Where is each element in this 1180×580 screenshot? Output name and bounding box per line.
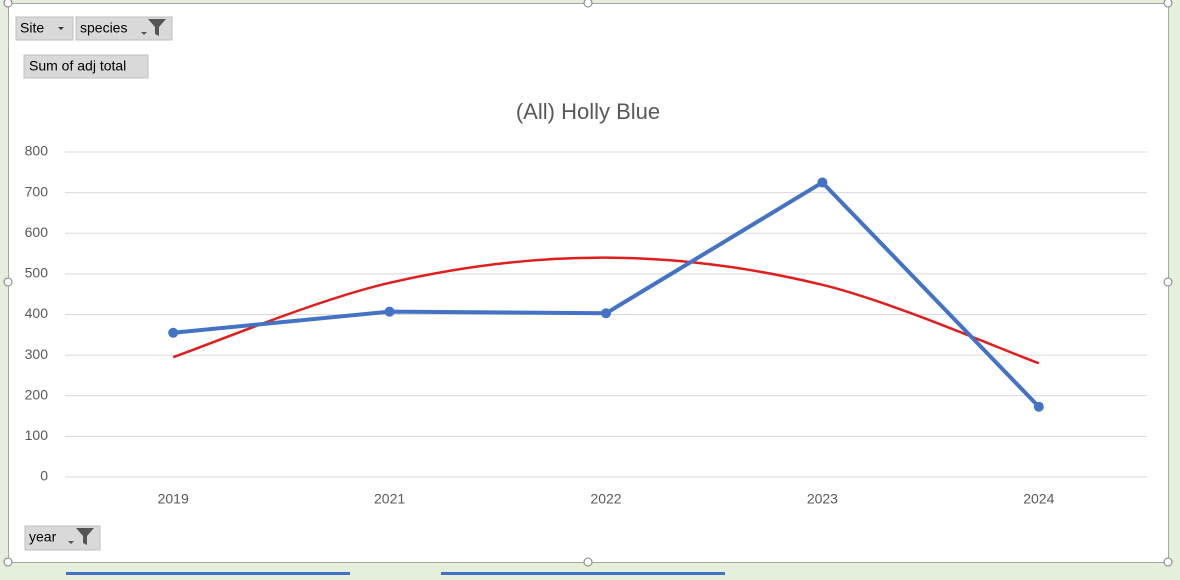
species-button[interactable]: species <box>75 16 173 41</box>
site-button[interactable]: Site <box>15 16 74 41</box>
year-button[interactable]: year <box>24 525 101 551</box>
button-label: species <box>80 20 127 36</box>
x-tick-label: 2024 <box>1023 491 1054 507</box>
values-field-button[interactable]: Sum of adj total <box>23 54 149 79</box>
y-tick-label: 0 <box>40 468 48 484</box>
y-tick-label: 500 <box>25 265 49 281</box>
tab-bar <box>66 572 350 576</box>
button-label: Sum of adj total <box>29 58 126 74</box>
y-tick-label: 100 <box>25 427 49 443</box>
data-point <box>601 308 611 319</box>
x-tick-label: 2022 <box>590 491 621 507</box>
trend-line <box>172 256 1040 365</box>
data-point <box>1033 401 1044 412</box>
chart-area <box>8 3 1169 563</box>
resize-handles <box>3 0 1173 567</box>
y-tick-label: 700 <box>25 183 49 199</box>
tab-bar <box>441 572 725 576</box>
y-tick-label: 800 <box>25 143 49 159</box>
x-tick-label: 2023 <box>807 491 838 507</box>
y-tick-label: 200 <box>25 386 49 402</box>
x-tick-label: 2019 <box>158 491 189 507</box>
chart-title: (All) Holly Blue <box>516 99 660 124</box>
data-point <box>384 306 395 317</box>
x-tick-label: 2021 <box>374 491 405 507</box>
button-label: year <box>29 529 57 545</box>
y-tick-label: 300 <box>25 346 49 362</box>
button-label: Site <box>20 20 44 36</box>
data-point <box>817 177 828 188</box>
y-tick-label: 400 <box>25 305 49 321</box>
y-tick-label: 600 <box>25 224 49 240</box>
data-point <box>168 327 179 338</box>
